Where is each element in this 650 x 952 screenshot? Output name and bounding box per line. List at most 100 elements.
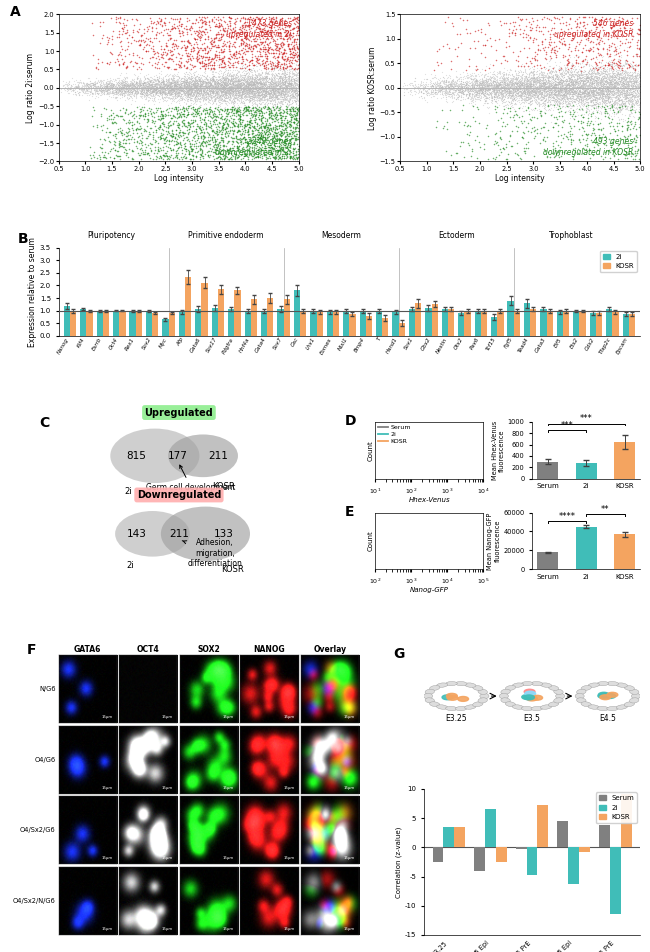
Point [476,75,486,90]
Point [250,72,261,88]
Point [285,92,296,108]
Point [139,100,150,115]
Point [209,84,219,99]
Point [219,69,229,85]
Point [118,11,129,27]
Point [176,87,187,102]
Point [450,76,461,91]
Point [201,91,211,107]
Point [443,79,454,94]
Point [120,71,130,87]
Point [444,79,454,94]
Point [96,80,107,95]
Point [225,73,235,89]
Point [173,77,183,92]
Point [610,93,620,109]
Point [218,83,229,98]
Point [203,69,214,84]
Point [181,74,191,89]
Point [519,143,530,158]
Point [237,55,248,70]
Point [470,89,480,104]
Point [111,74,121,89]
Point [541,79,551,94]
Point [497,74,507,89]
Point [179,87,189,102]
Point [95,73,105,89]
Point [116,75,126,90]
Point [291,107,302,122]
Point [535,71,545,87]
Point [563,75,573,90]
Point [236,133,246,149]
Point [174,151,184,167]
Point [282,100,293,115]
Point [235,78,246,93]
Point [204,83,214,98]
Point [548,78,558,93]
Point [163,77,174,92]
Point [600,79,610,94]
Point [486,79,497,94]
Point [479,91,489,107]
Point [188,85,199,100]
Point [486,77,497,92]
Point [226,72,237,88]
Point [549,94,559,109]
Point [283,70,293,86]
Point [198,84,209,99]
Point [144,87,154,102]
Point [588,87,599,102]
Point [240,86,250,101]
Point [588,84,598,99]
Point [599,72,609,88]
Point [507,85,517,100]
Point [634,86,644,101]
Point [224,146,235,161]
Point [596,72,606,88]
Point [220,79,230,94]
Point [629,65,639,80]
Point [187,73,197,89]
Point [180,81,190,96]
Point [571,82,581,97]
Point [610,86,621,101]
Point [537,83,547,98]
Point [231,50,241,66]
Point [176,40,187,55]
Point [291,80,302,95]
Point [575,79,585,94]
Point [153,88,163,103]
Point [288,101,298,116]
Point [203,41,214,56]
Point [282,133,293,149]
Point [172,93,182,109]
Point [524,87,534,102]
Point [258,148,268,163]
Point [273,85,283,100]
Point [256,89,266,104]
Point [209,89,220,104]
Point [567,84,578,99]
Point [261,97,272,112]
Point [174,76,184,91]
Point [273,77,283,92]
Point [269,113,280,129]
Point [192,83,202,98]
Point [146,79,157,94]
Point [449,85,460,100]
Point [517,129,527,145]
Point [460,77,471,92]
Point [209,75,220,90]
Point [159,15,170,30]
Point [500,77,511,92]
Point [172,78,183,93]
Point [512,81,522,96]
Point [253,87,263,102]
Point [604,79,615,94]
Point [515,73,526,89]
Point [213,75,223,90]
Point [614,111,624,127]
Point [555,80,566,95]
Point [597,83,608,98]
